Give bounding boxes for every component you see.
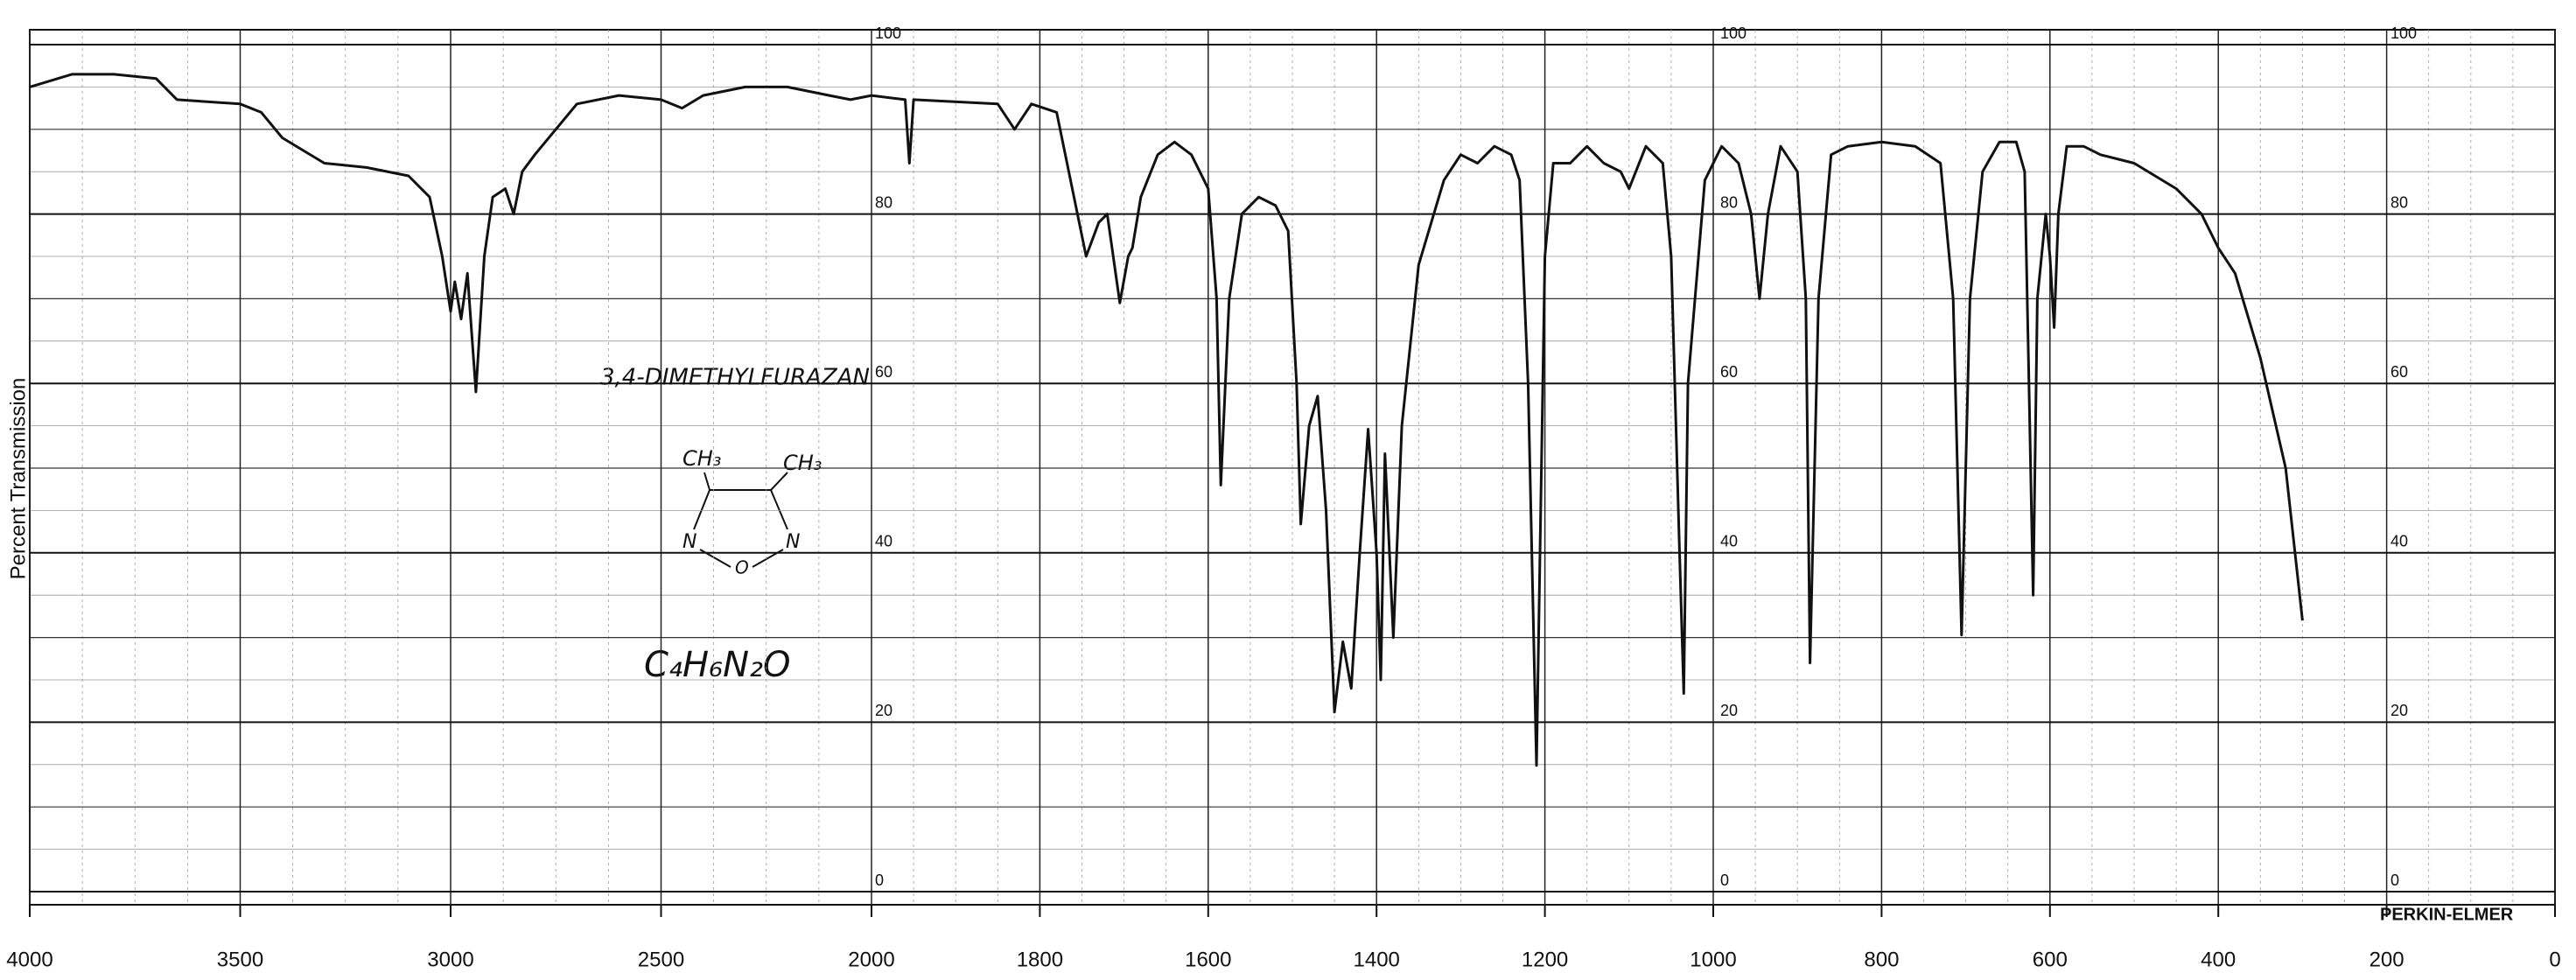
x-tick-label: 1200 (1522, 948, 1568, 971)
y-tick-label: 40 (1720, 533, 1738, 550)
y-tick-label: 40 (2390, 533, 2408, 550)
x-tick-label: 2000 (848, 948, 894, 971)
structure-label: CH₃ (682, 446, 721, 471)
y-tick-label: 0 (1720, 872, 1729, 889)
structure-label: N (786, 531, 800, 553)
formula: C₄H₆N₂O (644, 645, 791, 685)
y-tick-label: 100 (1720, 24, 1746, 42)
y-tick-label: 60 (2390, 363, 2408, 381)
x-tick-label: 600 (2033, 948, 2068, 971)
y-axis-label: Percent Transmission (6, 378, 30, 580)
y-tick-label: 80 (1720, 193, 1738, 211)
structure-label: CH₃ (783, 451, 822, 475)
y-tick-label: 60 (1720, 363, 1738, 381)
x-tick-label: 2500 (638, 948, 684, 971)
y-tick-label: 80 (2390, 193, 2408, 211)
structure-label: N (682, 531, 696, 553)
x-tick-label: 200 (2370, 948, 2404, 971)
y-tick-label: 0 (875, 872, 884, 889)
x-tick-label: 1400 (1354, 948, 1400, 971)
x-tick-label: 4000 (6, 948, 52, 971)
y-tick-label: 40 (875, 533, 892, 550)
y-tick-label: 20 (2390, 702, 2408, 719)
structure-label: O (735, 557, 749, 578)
compound-name: 3,4-DIMETHYLFURAZAN (600, 365, 870, 391)
instrument-label: PERKIN-ELMER (2380, 905, 2514, 924)
x-tick-label: 3500 (217, 948, 263, 971)
x-tick-label: 3000 (427, 948, 473, 971)
y-tick-label: 100 (875, 24, 901, 42)
x-tick-label: 1000 (1690, 948, 1736, 971)
x-tick-label: 1800 (1017, 948, 1063, 971)
y-tick-label: 20 (1720, 702, 1738, 719)
x-tick-label: 1600 (1185, 948, 1231, 971)
bond (770, 489, 788, 530)
y-tick-label: 60 (875, 363, 892, 381)
y-tick-label: 100 (2390, 24, 2417, 42)
x-tick-label: 400 (2201, 948, 2236, 971)
bond (770, 472, 788, 491)
y-tick-label: 0 (2390, 872, 2399, 889)
spectrum-line (29, 73, 2304, 767)
x-tick-label: 800 (1864, 948, 1899, 971)
bond (693, 489, 710, 530)
y-tick-label: 80 (875, 193, 892, 211)
bond (704, 472, 710, 491)
y-tick-label: 20 (875, 702, 892, 719)
x-tick-label: 0 (2549, 948, 2560, 971)
